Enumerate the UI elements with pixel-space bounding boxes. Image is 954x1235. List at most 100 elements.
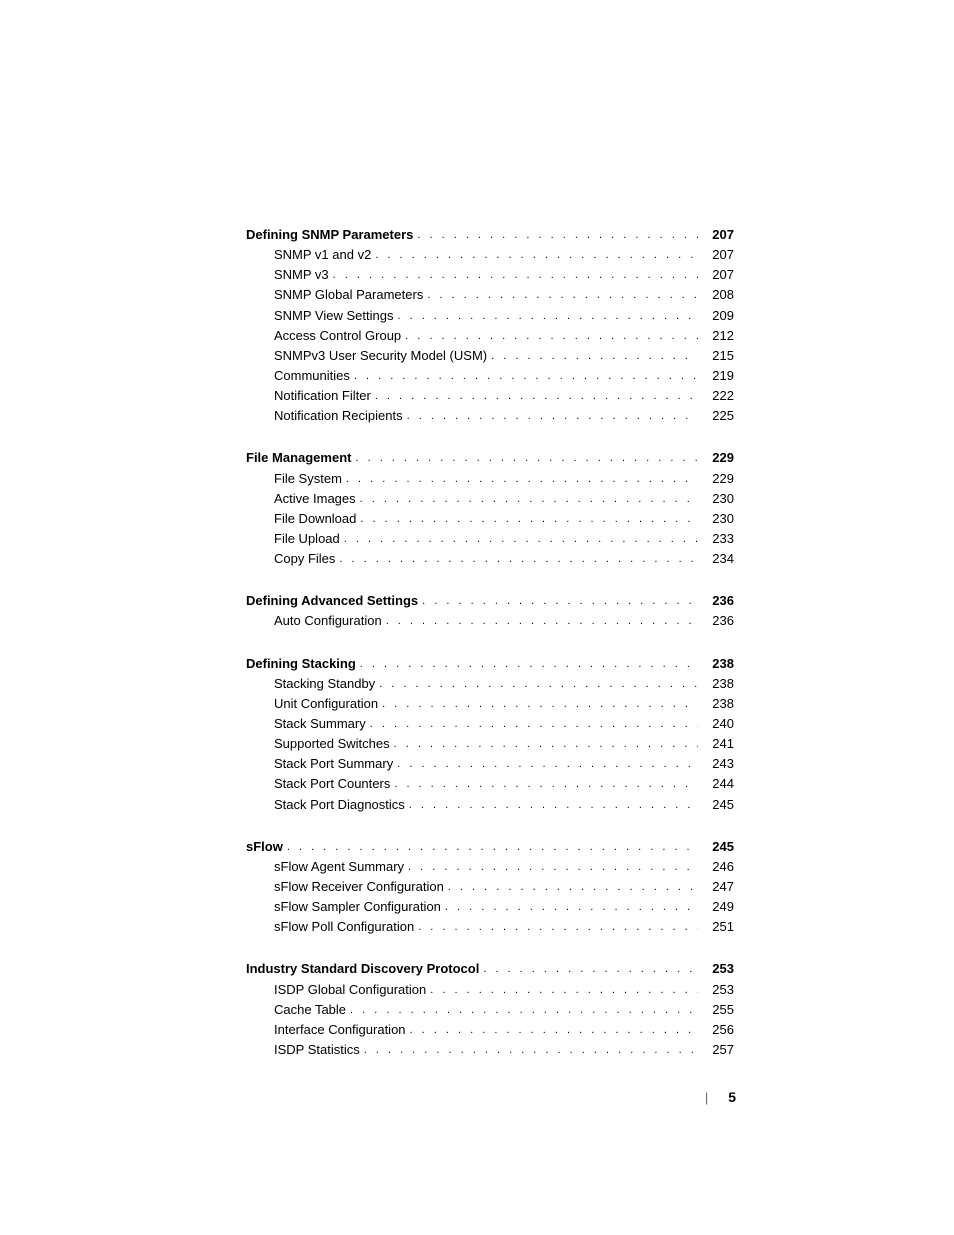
- toc-leader-dots: [378, 696, 698, 713]
- toc-leader-dots: [283, 839, 698, 856]
- toc-leader-dots: [413, 227, 698, 244]
- toc-entry-label: SNMP v1 and v2: [274, 245, 371, 265]
- toc-entry-row[interactable]: Copy Files234: [246, 549, 734, 569]
- toc-leader-dots: [414, 919, 698, 936]
- toc-entry-label: Interface Configuration: [274, 1020, 406, 1040]
- toc-entry-label: File System: [274, 469, 342, 489]
- toc-heading-row[interactable]: sFlow245: [246, 837, 734, 857]
- toc-entry-label: sFlow Agent Summary: [274, 857, 404, 877]
- toc-entry-row[interactable]: Cache Table255: [246, 1000, 734, 1020]
- toc-heading-label: File Management: [246, 448, 351, 468]
- toc-leader-dots: [375, 676, 698, 693]
- toc-entry-label: SNMP Global Parameters: [274, 285, 423, 305]
- toc-entry-row[interactable]: Interface Configuration 256: [246, 1020, 734, 1040]
- toc-section: Defining Stacking238Stacking Standby238U…: [246, 654, 734, 815]
- toc-page: Defining SNMP Parameters207SNMP v1 and v…: [0, 0, 954, 1060]
- toc-entry-page: 209: [698, 306, 734, 326]
- toc-entry-row[interactable]: SNMP v3207: [246, 265, 734, 285]
- toc-entry-label: SNMP v3: [274, 265, 329, 285]
- toc-heading-row[interactable]: Defining Advanced Settings236: [246, 591, 734, 611]
- toc-entry-page: 251: [698, 917, 734, 937]
- toc-entry-row[interactable]: Access Control Group 212: [246, 326, 734, 346]
- toc-entry-row[interactable]: File Upload233: [246, 529, 734, 549]
- toc-leader-dots: [340, 531, 698, 548]
- toc-leader-dots: [371, 388, 698, 405]
- footer-separator: |: [705, 1090, 708, 1105]
- toc-entry-page: 212: [698, 326, 734, 346]
- toc-heading-page: 245: [698, 837, 734, 857]
- toc-entry-row[interactable]: Stacking Standby238: [246, 674, 734, 694]
- toc-leader-dots: [366, 716, 698, 733]
- toc-entry-label: ISDP Global Configuration: [274, 980, 426, 1000]
- toc-leader-dots: [403, 408, 698, 425]
- toc-entry-row[interactable]: SNMPv3 User Security Model (USM)215: [246, 346, 734, 366]
- toc-entry-page: 222: [698, 386, 734, 406]
- toc-entry-page: 245: [698, 795, 734, 815]
- toc-entry-label: Active Images: [274, 489, 356, 509]
- toc-entry-page: 225: [698, 406, 734, 426]
- toc-entry-row[interactable]: sFlow Receiver Configuration247: [246, 877, 734, 897]
- toc-heading-label: Defining SNMP Parameters: [246, 225, 413, 245]
- toc-entry-row[interactable]: Stack Summary240: [246, 714, 734, 734]
- toc-heading-row[interactable]: File Management229: [246, 448, 734, 468]
- toc-entry-label: sFlow Receiver Configuration: [274, 877, 444, 897]
- toc-heading-row[interactable]: Defining Stacking238: [246, 654, 734, 674]
- toc-entry-row[interactable]: Unit Configuration 238: [246, 694, 734, 714]
- toc-leader-dots: [356, 656, 698, 673]
- toc-heading-row[interactable]: Defining SNMP Parameters207: [246, 225, 734, 245]
- toc-entry-row[interactable]: Notification Filter 222: [246, 386, 734, 406]
- toc-entry-label: Access Control Group: [274, 326, 401, 346]
- toc-entry-page: 230: [698, 489, 734, 509]
- toc-leader-dots: [342, 471, 698, 488]
- toc-entry-row[interactable]: Notification Recipients225: [246, 406, 734, 426]
- toc-entry-label: Copy Files: [274, 549, 335, 569]
- toc-entry-row[interactable]: Stack Port Counters244: [246, 774, 734, 794]
- toc-entry-row[interactable]: Stack Port Summary 243: [246, 754, 734, 774]
- toc-entry-page: 238: [698, 694, 734, 714]
- toc-entry-row[interactable]: ISDP Statistics257: [246, 1040, 734, 1060]
- toc-leader-dots: [390, 776, 698, 793]
- toc-entry-page: 253: [698, 980, 734, 1000]
- toc-entry-page: 243: [698, 754, 734, 774]
- toc-leader-dots: [393, 756, 698, 773]
- toc-entry-label: SNMP View Settings: [274, 306, 393, 326]
- toc-entry-label: Auto Configuration: [274, 611, 382, 631]
- toc-entry-row[interactable]: sFlow Sampler Configuration249: [246, 897, 734, 917]
- toc-leader-dots: [335, 551, 698, 568]
- toc-entry-label: Stack Port Summary: [274, 754, 393, 774]
- toc-section: Defining Advanced Settings236Auto Config…: [246, 591, 734, 631]
- toc-entry-page: 249: [698, 897, 734, 917]
- toc-entry-page: 219: [698, 366, 734, 386]
- toc-leader-dots: [346, 1002, 698, 1019]
- toc-entry-row[interactable]: sFlow Poll Configuration251: [246, 917, 734, 937]
- toc-entry-row[interactable]: Auto Configuration 236: [246, 611, 734, 631]
- toc-entry-page: 229: [698, 469, 734, 489]
- toc-entry-page: 236: [698, 611, 734, 631]
- toc-entry-page: 241: [698, 734, 734, 754]
- toc-entry-page: 257: [698, 1040, 734, 1060]
- toc-entry-row[interactable]: Active Images 230: [246, 489, 734, 509]
- toc-entry-page: 256: [698, 1020, 734, 1040]
- toc-entry-row[interactable]: sFlow Agent Summary246: [246, 857, 734, 877]
- toc-entry-page: 238: [698, 674, 734, 694]
- toc-entry-row[interactable]: ISDP Global Configuration 253: [246, 980, 734, 1000]
- toc-leader-dots: [356, 491, 698, 508]
- toc-entry-label: File Download: [274, 509, 356, 529]
- toc-entry-label: Notification Filter: [274, 386, 371, 406]
- toc-entry-row[interactable]: SNMP View Settings 209: [246, 306, 734, 326]
- toc-entry-row[interactable]: SNMP v1 and v2207: [246, 245, 734, 265]
- page-number: 5: [728, 1089, 736, 1105]
- toc-leader-dots: [444, 879, 698, 896]
- page-footer: | 5: [705, 1089, 736, 1105]
- toc-entry-row[interactable]: Stack Port Diagnostics245: [246, 795, 734, 815]
- toc-entry-row[interactable]: Supported Switches241: [246, 734, 734, 754]
- toc-entry-row[interactable]: File System 229: [246, 469, 734, 489]
- toc-entry-row[interactable]: Communities219: [246, 366, 734, 386]
- toc-entry-row[interactable]: SNMP Global Parameters208: [246, 285, 734, 305]
- toc-heading-row[interactable]: Industry Standard Discovery Protocol253: [246, 959, 734, 979]
- toc-entry-row[interactable]: File Download230: [246, 509, 734, 529]
- toc-entry-label: Unit Configuration: [274, 694, 378, 714]
- toc-entry-label: Stack Summary: [274, 714, 366, 734]
- toc-leader-dots: [351, 450, 698, 467]
- toc-leader-dots: [479, 961, 698, 978]
